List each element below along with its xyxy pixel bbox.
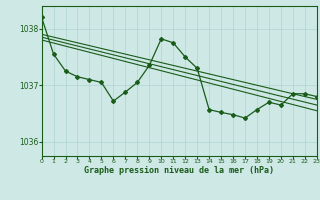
X-axis label: Graphe pression niveau de la mer (hPa): Graphe pression niveau de la mer (hPa) <box>84 166 274 175</box>
